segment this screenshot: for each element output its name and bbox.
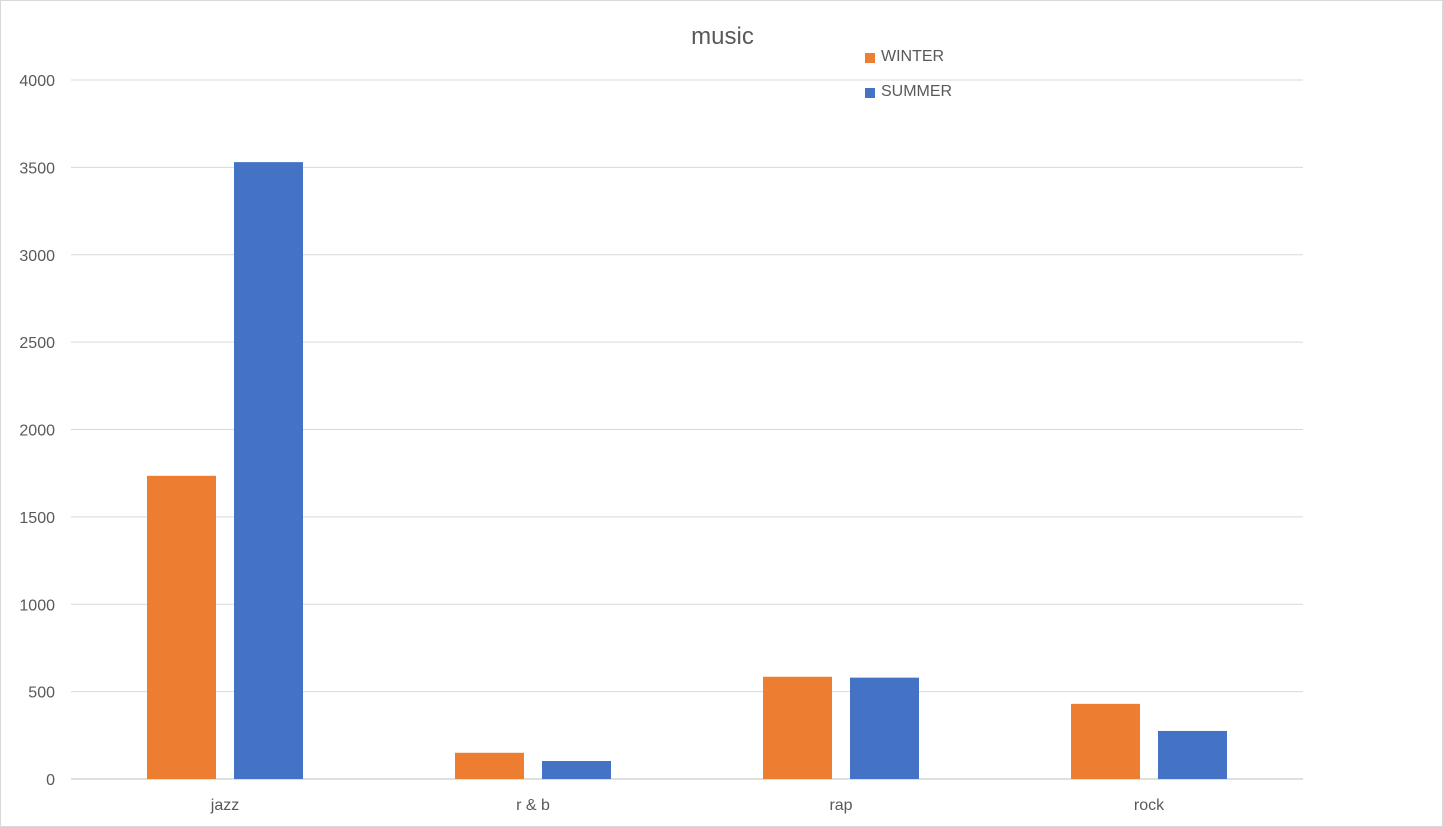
chart-title: music xyxy=(691,23,754,50)
bar-summer-2 xyxy=(850,677,919,779)
y-tick-label: 2500 xyxy=(19,335,55,352)
x-tick-label: r & b xyxy=(516,797,550,814)
y-tick-label: 3500 xyxy=(19,160,55,177)
legend-swatch-summer xyxy=(865,88,875,98)
bar-winter-2 xyxy=(763,676,832,779)
x-tick-label: rap xyxy=(829,797,852,814)
bar-summer-0 xyxy=(234,162,303,779)
bar-winter-1 xyxy=(455,752,524,779)
x-tick-label: rock xyxy=(1134,797,1165,814)
legend-swatch-winter xyxy=(865,53,875,63)
bar-winter-0 xyxy=(147,475,216,779)
y-tick-label: 2000 xyxy=(19,423,55,440)
x-tick-label: jazz xyxy=(210,797,239,814)
legend-label-summer: SUMMER xyxy=(881,83,953,100)
y-tick-label: 1000 xyxy=(19,597,55,614)
legend-label-winter: WINTER xyxy=(881,48,945,65)
bar-summer-3 xyxy=(1158,730,1227,779)
bar-winter-3 xyxy=(1071,703,1140,779)
y-tick-label: 4000 xyxy=(19,73,55,90)
y-tick-label: 500 xyxy=(28,685,55,702)
y-tick-label: 3000 xyxy=(19,248,55,265)
y-tick-label: 0 xyxy=(46,772,55,789)
bar-summer-1 xyxy=(542,761,611,779)
y-tick-label: 1500 xyxy=(19,510,55,527)
